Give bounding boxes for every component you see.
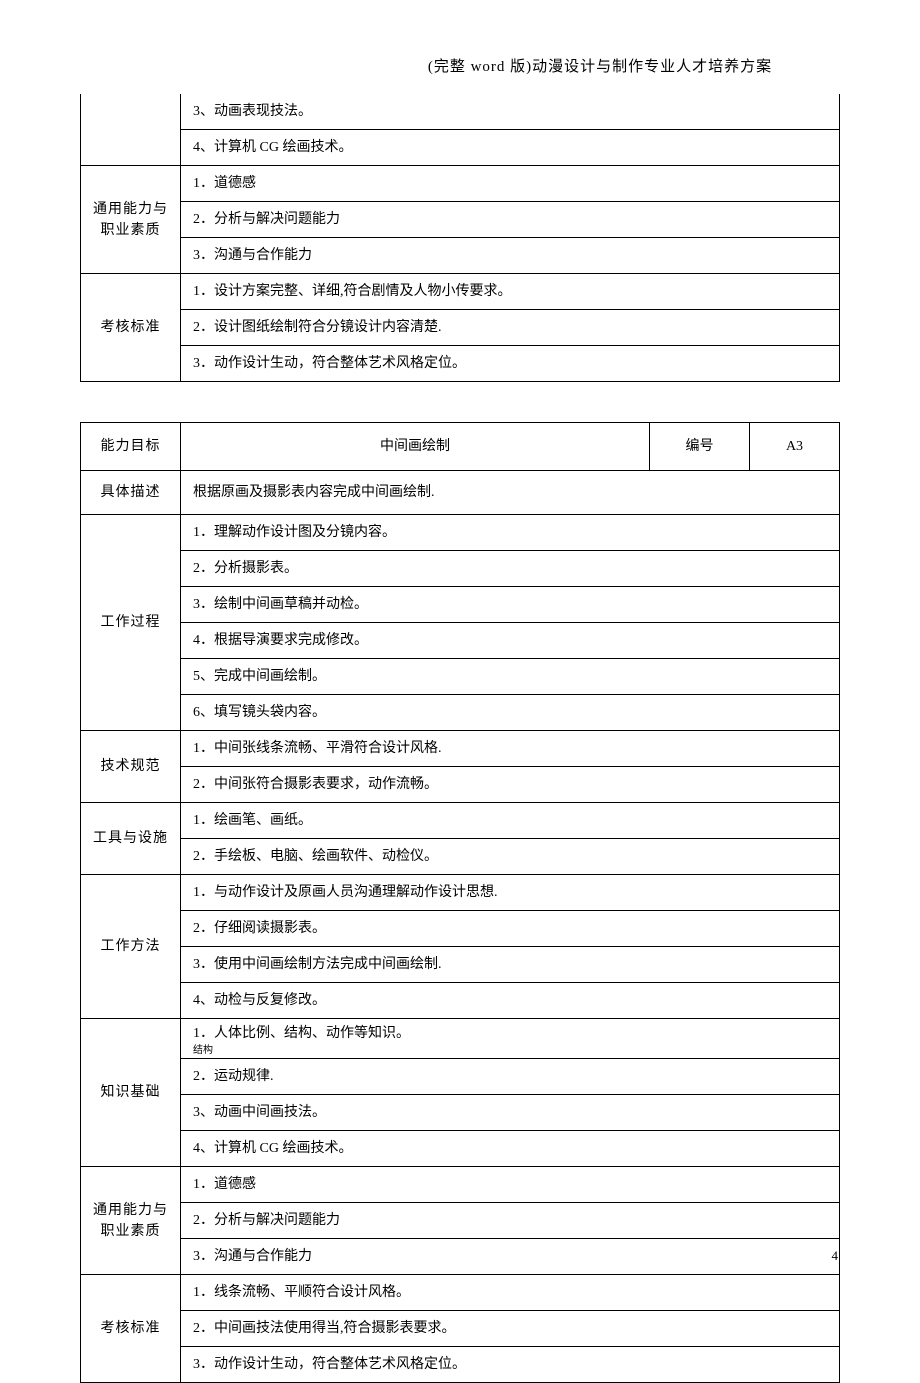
cell-text: 1．人体比例、结构、动作等知识。 (193, 1026, 410, 1041)
table-row: 知识基础 1．人体比例、结构、动作等知识。 结构 (81, 1019, 840, 1059)
cell-content: 2．运动规律. (181, 1059, 840, 1095)
cell-content: 1．与动作设计及原画人员沟通理解动作设计思想. (181, 875, 840, 911)
cell-label-empty (81, 94, 181, 166)
cell-label-knowledge: 知识基础 (81, 1019, 181, 1167)
table-row: 3．动作设计生动，符合整体艺术风格定位。 (81, 1347, 840, 1383)
table-row: 工作过程 1．理解动作设计图及分镜内容。 (81, 515, 840, 551)
table-row: 工作方法 1．与动作设计及原画人员沟通理解动作设计思想. (81, 875, 840, 911)
table-1: 3、动画表现技法。 4、计算机 CG 绘画技术。 通用能力与职业素质 1．道德感… (80, 94, 840, 382)
cell-note: 结构 (193, 1045, 829, 1056)
cell-title: 中间画绘制 (181, 423, 650, 471)
table-row: 2．分析与解决问题能力 (81, 1203, 840, 1239)
cell-content: 2．分析与解决问题能力 (181, 1203, 840, 1239)
cell-content: 2．分析摄影表。 (181, 551, 840, 587)
table-row: 2．仔细阅读摄影表。 (81, 911, 840, 947)
table-row: 考核标准 1．线条流畅、平顺符合设计风格。 (81, 1275, 840, 1311)
cell-content: 1．设计方案完整、详细,符合剧情及人物小传要求。 (181, 274, 840, 310)
cell-content: 4、计算机 CG 绘画技术。 (181, 1131, 840, 1167)
cell-description-label: 具体描述 (81, 471, 181, 515)
cell-content: 1．线条流畅、平顺符合设计风格。 (181, 1275, 840, 1311)
cell-content: 2．仔细阅读摄影表。 (181, 911, 840, 947)
page-header: (完整 word 版)动漫设计与制作专业人才培养方案 (80, 55, 840, 76)
table-row: 4、计算机 CG 绘画技术。 (81, 1131, 840, 1167)
table-row: 2．运动规律. (81, 1059, 840, 1095)
cell-content: 2．分析与解决问题能力 (181, 202, 840, 238)
cell-content: 4、动检与反复修改。 (181, 983, 840, 1019)
cell-label-tools: 工具与设施 (81, 803, 181, 875)
cell-content: 2．中间张符合摄影表要求，动作流畅。 (181, 767, 840, 803)
table-row: 6、填写镜头袋内容。 (81, 695, 840, 731)
table-row: 2．分析与解决问题能力 (81, 202, 840, 238)
table-header-row: 能力目标 中间画绘制 编号 A3 (81, 423, 840, 471)
table-row: 工具与设施 1．绘画笔、画纸。 (81, 803, 840, 839)
cell-content: 3．沟通与合作能力 (181, 1239, 840, 1275)
cell-content: 2．设计图纸绘制符合分镜设计内容清楚. (181, 310, 840, 346)
cell-label-general-ability: 通用能力与职业素质 (81, 166, 181, 274)
cell-content: 1．道德感 (181, 1167, 840, 1203)
cell-content: 3．绘制中间画草稿并动检。 (181, 587, 840, 623)
cell-content: 3、动画表现技法。 (181, 94, 840, 130)
cell-label-method: 工作方法 (81, 875, 181, 1019)
cell-ability-label: 能力目标 (81, 423, 181, 471)
table-row: 2．分析摄影表。 (81, 551, 840, 587)
table-row: 3、动画中间画技法。 (81, 1095, 840, 1131)
cell-content: 3．使用中间画绘制方法完成中间画绘制. (181, 947, 840, 983)
cell-description-content: 根据原画及摄影表内容完成中间画绘制. (181, 471, 840, 515)
cell-number-value: A3 (750, 423, 840, 471)
page-number: 4 (832, 1248, 839, 1264)
cell-content: 3．沟通与合作能力 (181, 238, 840, 274)
cell-content: 1．绘画笔、画纸。 (181, 803, 840, 839)
cell-label-process: 工作过程 (81, 515, 181, 731)
cell-label-general-ability: 通用能力与职业素质 (81, 1167, 181, 1275)
cell-content: 1．中间张线条流畅、平滑符合设计风格. (181, 731, 840, 767)
table-row: 3．绘制中间画草稿并动检。 (81, 587, 840, 623)
cell-label-tech-spec: 技术规范 (81, 731, 181, 803)
cell-content: 4．根据导演要求完成修改。 (181, 623, 840, 659)
table-row: 技术规范 1．中间张线条流畅、平滑符合设计风格. (81, 731, 840, 767)
table-row: 3．使用中间画绘制方法完成中间画绘制. (81, 947, 840, 983)
table-row: 3．沟通与合作能力 (81, 238, 840, 274)
cell-content: 2．中间画技法使用得当,符合摄影表要求。 (181, 1311, 840, 1347)
cell-content: 4、计算机 CG 绘画技术。 (181, 130, 840, 166)
cell-content: 1．理解动作设计图及分镜内容。 (181, 515, 840, 551)
table-row: 通用能力与职业素质 1．道德感 (81, 1167, 840, 1203)
cell-label-assessment: 考核标准 (81, 1275, 181, 1383)
table-row: 具体描述 根据原画及摄影表内容完成中间画绘制. (81, 471, 840, 515)
cell-content: 1．道德感 (181, 166, 840, 202)
table-row: 3、动画表现技法。 (81, 94, 840, 130)
cell-content: 6、填写镜头袋内容。 (181, 695, 840, 731)
table-row: 2．中间画技法使用得当,符合摄影表要求。 (81, 1311, 840, 1347)
table-row: 通用能力与职业素质 1．道德感 (81, 166, 840, 202)
cell-label-assessment: 考核标准 (81, 274, 181, 382)
table-row: 4、计算机 CG 绘画技术。 (81, 130, 840, 166)
cell-content: 3、动画中间画技法。 (181, 1095, 840, 1131)
table-row: 2．设计图纸绘制符合分镜设计内容清楚. (81, 310, 840, 346)
table-row: 5、完成中间画绘制。 (81, 659, 840, 695)
table-row: 4．根据导演要求完成修改。 (81, 623, 840, 659)
cell-number-label: 编号 (650, 423, 750, 471)
cell-content: 3．动作设计生动，符合整体艺术风格定位。 (181, 346, 840, 382)
cell-content: 3．动作设计生动，符合整体艺术风格定位。 (181, 1347, 840, 1383)
table-row: 3．沟通与合作能力 (81, 1239, 840, 1275)
table-row: 3．动作设计生动，符合整体艺术风格定位。 (81, 346, 840, 382)
cell-content: 5、完成中间画绘制。 (181, 659, 840, 695)
table-row: 4、动检与反复修改。 (81, 983, 840, 1019)
table-2: 能力目标 中间画绘制 编号 A3 具体描述 根据原画及摄影表内容完成中间画绘制.… (80, 422, 840, 1383)
table-row: 2．手绘板、电脑、绘画软件、动检仪。 (81, 839, 840, 875)
table-row: 考核标准 1．设计方案完整、详细,符合剧情及人物小传要求。 (81, 274, 840, 310)
cell-content: 2．手绘板、电脑、绘画软件、动检仪。 (181, 839, 840, 875)
cell-content: 1．人体比例、结构、动作等知识。 结构 (181, 1019, 840, 1059)
table-row: 2．中间张符合摄影表要求，动作流畅。 (81, 767, 840, 803)
